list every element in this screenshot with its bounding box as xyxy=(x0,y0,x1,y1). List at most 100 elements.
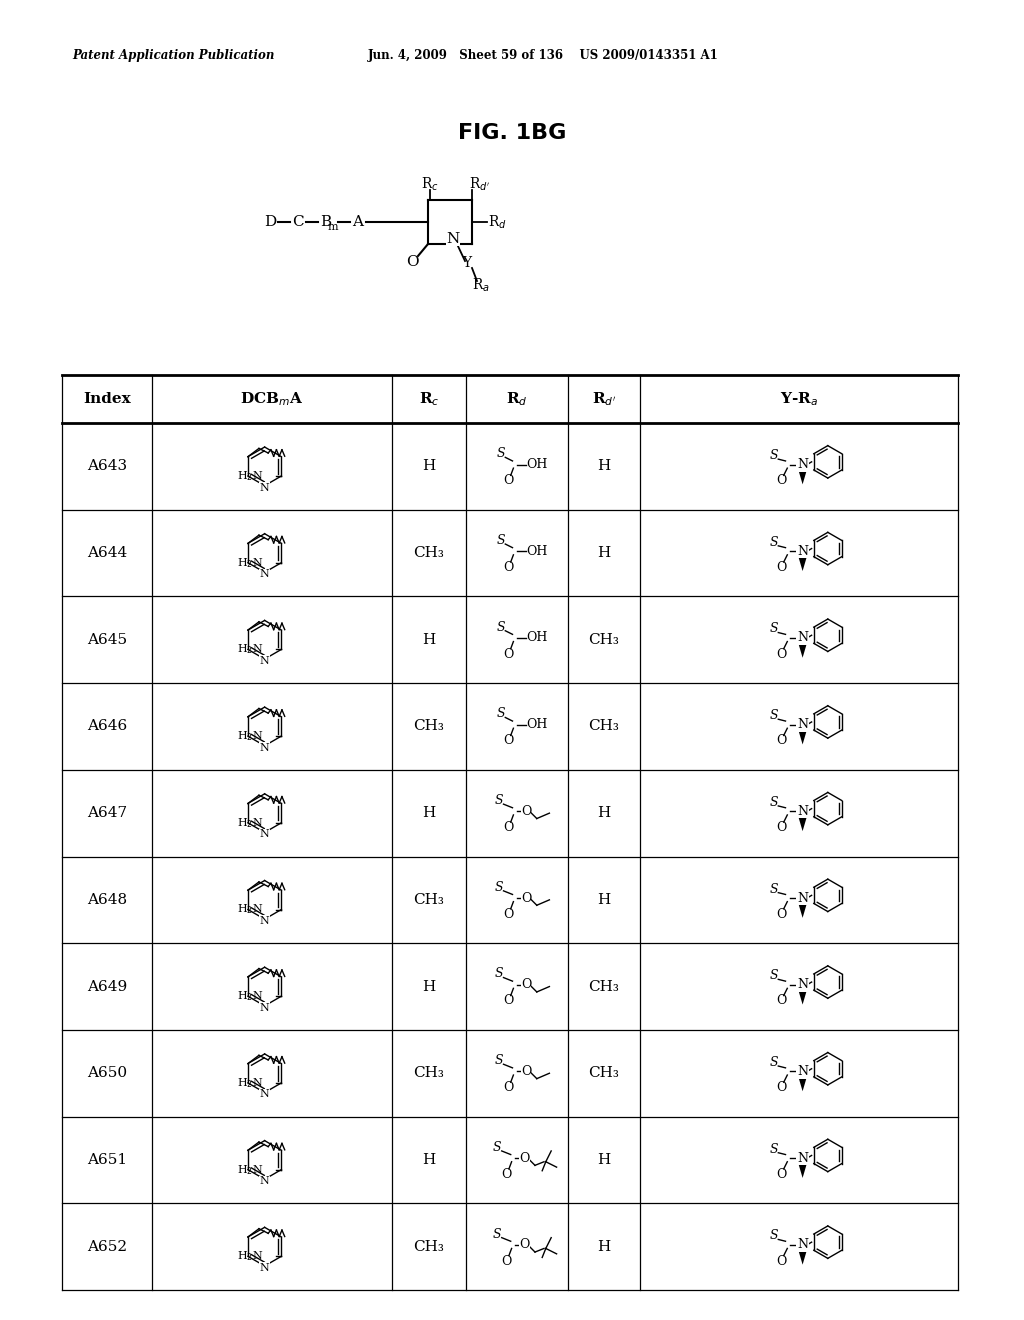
Text: S: S xyxy=(495,968,504,981)
Text: OH: OH xyxy=(526,545,548,558)
Text: Jun. 4, 2009   Sheet 59 of 136    US 2009/0143351 A1: Jun. 4, 2009 Sheet 59 of 136 US 2009/014… xyxy=(368,49,719,62)
Text: N: N xyxy=(260,483,269,492)
Text: N: N xyxy=(797,458,808,471)
Text: OH: OH xyxy=(526,458,548,471)
Text: FIG. 1BG: FIG. 1BG xyxy=(458,123,566,143)
Text: O: O xyxy=(519,1238,529,1251)
Text: CH₃: CH₃ xyxy=(414,1067,444,1080)
Text: S: S xyxy=(495,880,504,894)
Text: H: H xyxy=(597,807,610,820)
Text: O: O xyxy=(503,648,513,660)
Text: S: S xyxy=(769,536,778,549)
Text: O: O xyxy=(776,1254,786,1267)
Text: S: S xyxy=(769,883,778,895)
Polygon shape xyxy=(798,1076,807,1092)
Text: R$_c$: R$_c$ xyxy=(421,176,439,193)
Polygon shape xyxy=(798,903,807,917)
Text: N: N xyxy=(260,1089,269,1100)
Text: O: O xyxy=(521,1065,531,1078)
Text: N: N xyxy=(260,1003,269,1012)
Text: O: O xyxy=(521,978,531,991)
Text: R$_d$: R$_d$ xyxy=(506,391,527,408)
Text: H: H xyxy=(597,546,610,560)
Text: m: m xyxy=(328,222,338,232)
Text: A645: A645 xyxy=(87,632,127,647)
Text: H: H xyxy=(422,807,435,820)
Text: OH: OH xyxy=(526,631,548,644)
Polygon shape xyxy=(798,729,807,744)
Text: O: O xyxy=(503,734,513,747)
Text: O: O xyxy=(776,821,786,834)
Text: N: N xyxy=(446,232,460,246)
Text: S: S xyxy=(769,623,778,635)
Text: C: C xyxy=(292,215,304,228)
Text: A643: A643 xyxy=(87,459,127,474)
Text: O: O xyxy=(776,1168,786,1181)
Text: H$_2$N: H$_2$N xyxy=(237,643,263,656)
Text: CH₃: CH₃ xyxy=(414,1239,444,1254)
Text: N: N xyxy=(797,978,808,991)
Text: O: O xyxy=(503,561,513,574)
Text: R$_{d'}$: R$_{d'}$ xyxy=(469,176,490,193)
Polygon shape xyxy=(798,469,807,484)
Text: O: O xyxy=(406,255,419,269)
Text: H: H xyxy=(422,979,435,994)
Text: S: S xyxy=(497,535,505,546)
Text: Y: Y xyxy=(463,256,472,271)
Text: S: S xyxy=(493,1140,502,1154)
Text: R$_a$: R$_a$ xyxy=(472,276,489,294)
Text: H: H xyxy=(422,1152,435,1167)
Text: O: O xyxy=(503,908,513,921)
Text: O: O xyxy=(776,648,786,660)
Text: H: H xyxy=(422,459,435,474)
Text: N: N xyxy=(260,829,269,840)
Text: N: N xyxy=(797,718,808,731)
Text: O: O xyxy=(776,561,786,574)
Text: O: O xyxy=(503,474,513,487)
Polygon shape xyxy=(798,989,807,1005)
Text: S: S xyxy=(769,1229,778,1242)
Text: S: S xyxy=(769,1056,778,1069)
Text: S: S xyxy=(769,969,778,982)
Text: N: N xyxy=(260,1176,269,1187)
Text: H$_2$N: H$_2$N xyxy=(237,1250,263,1263)
Text: H$_2$N: H$_2$N xyxy=(237,729,263,743)
Polygon shape xyxy=(798,816,807,832)
Text: A649: A649 xyxy=(87,979,127,994)
Text: S: S xyxy=(769,796,778,809)
Text: Index: Index xyxy=(83,392,131,407)
Polygon shape xyxy=(798,556,807,572)
Text: O: O xyxy=(521,805,531,818)
Text: O: O xyxy=(776,734,786,747)
Text: CH₃: CH₃ xyxy=(589,719,620,734)
Text: N: N xyxy=(797,545,808,558)
Text: A647: A647 xyxy=(87,807,127,820)
Text: S: S xyxy=(497,708,505,721)
Text: CH₃: CH₃ xyxy=(414,892,444,907)
Text: D: D xyxy=(264,215,276,228)
Text: R$_{d'}$: R$_{d'}$ xyxy=(592,391,616,408)
Text: A644: A644 xyxy=(87,546,127,560)
Text: O: O xyxy=(776,994,786,1007)
Text: N: N xyxy=(797,1065,808,1078)
Text: O: O xyxy=(521,891,531,904)
Text: S: S xyxy=(493,1228,502,1241)
Text: O: O xyxy=(501,1254,511,1267)
Text: H: H xyxy=(422,632,435,647)
Polygon shape xyxy=(798,1163,807,1177)
Text: A650: A650 xyxy=(87,1067,127,1080)
Text: H$_2$N: H$_2$N xyxy=(237,816,263,830)
Text: H: H xyxy=(597,892,610,907)
Text: S: S xyxy=(495,1055,504,1067)
Text: R$_c$: R$_c$ xyxy=(419,391,439,408)
Text: H$_2$N: H$_2$N xyxy=(237,1076,263,1090)
Text: O: O xyxy=(776,474,786,487)
Text: CH₃: CH₃ xyxy=(589,979,620,994)
Text: R$_d$: R$_d$ xyxy=(487,214,507,231)
Text: A651: A651 xyxy=(87,1152,127,1167)
Text: CH₃: CH₃ xyxy=(414,546,444,560)
Text: N: N xyxy=(260,916,269,927)
Text: H$_2$N: H$_2$N xyxy=(237,903,263,916)
Text: A652: A652 xyxy=(87,1239,127,1254)
Text: O: O xyxy=(776,1081,786,1094)
